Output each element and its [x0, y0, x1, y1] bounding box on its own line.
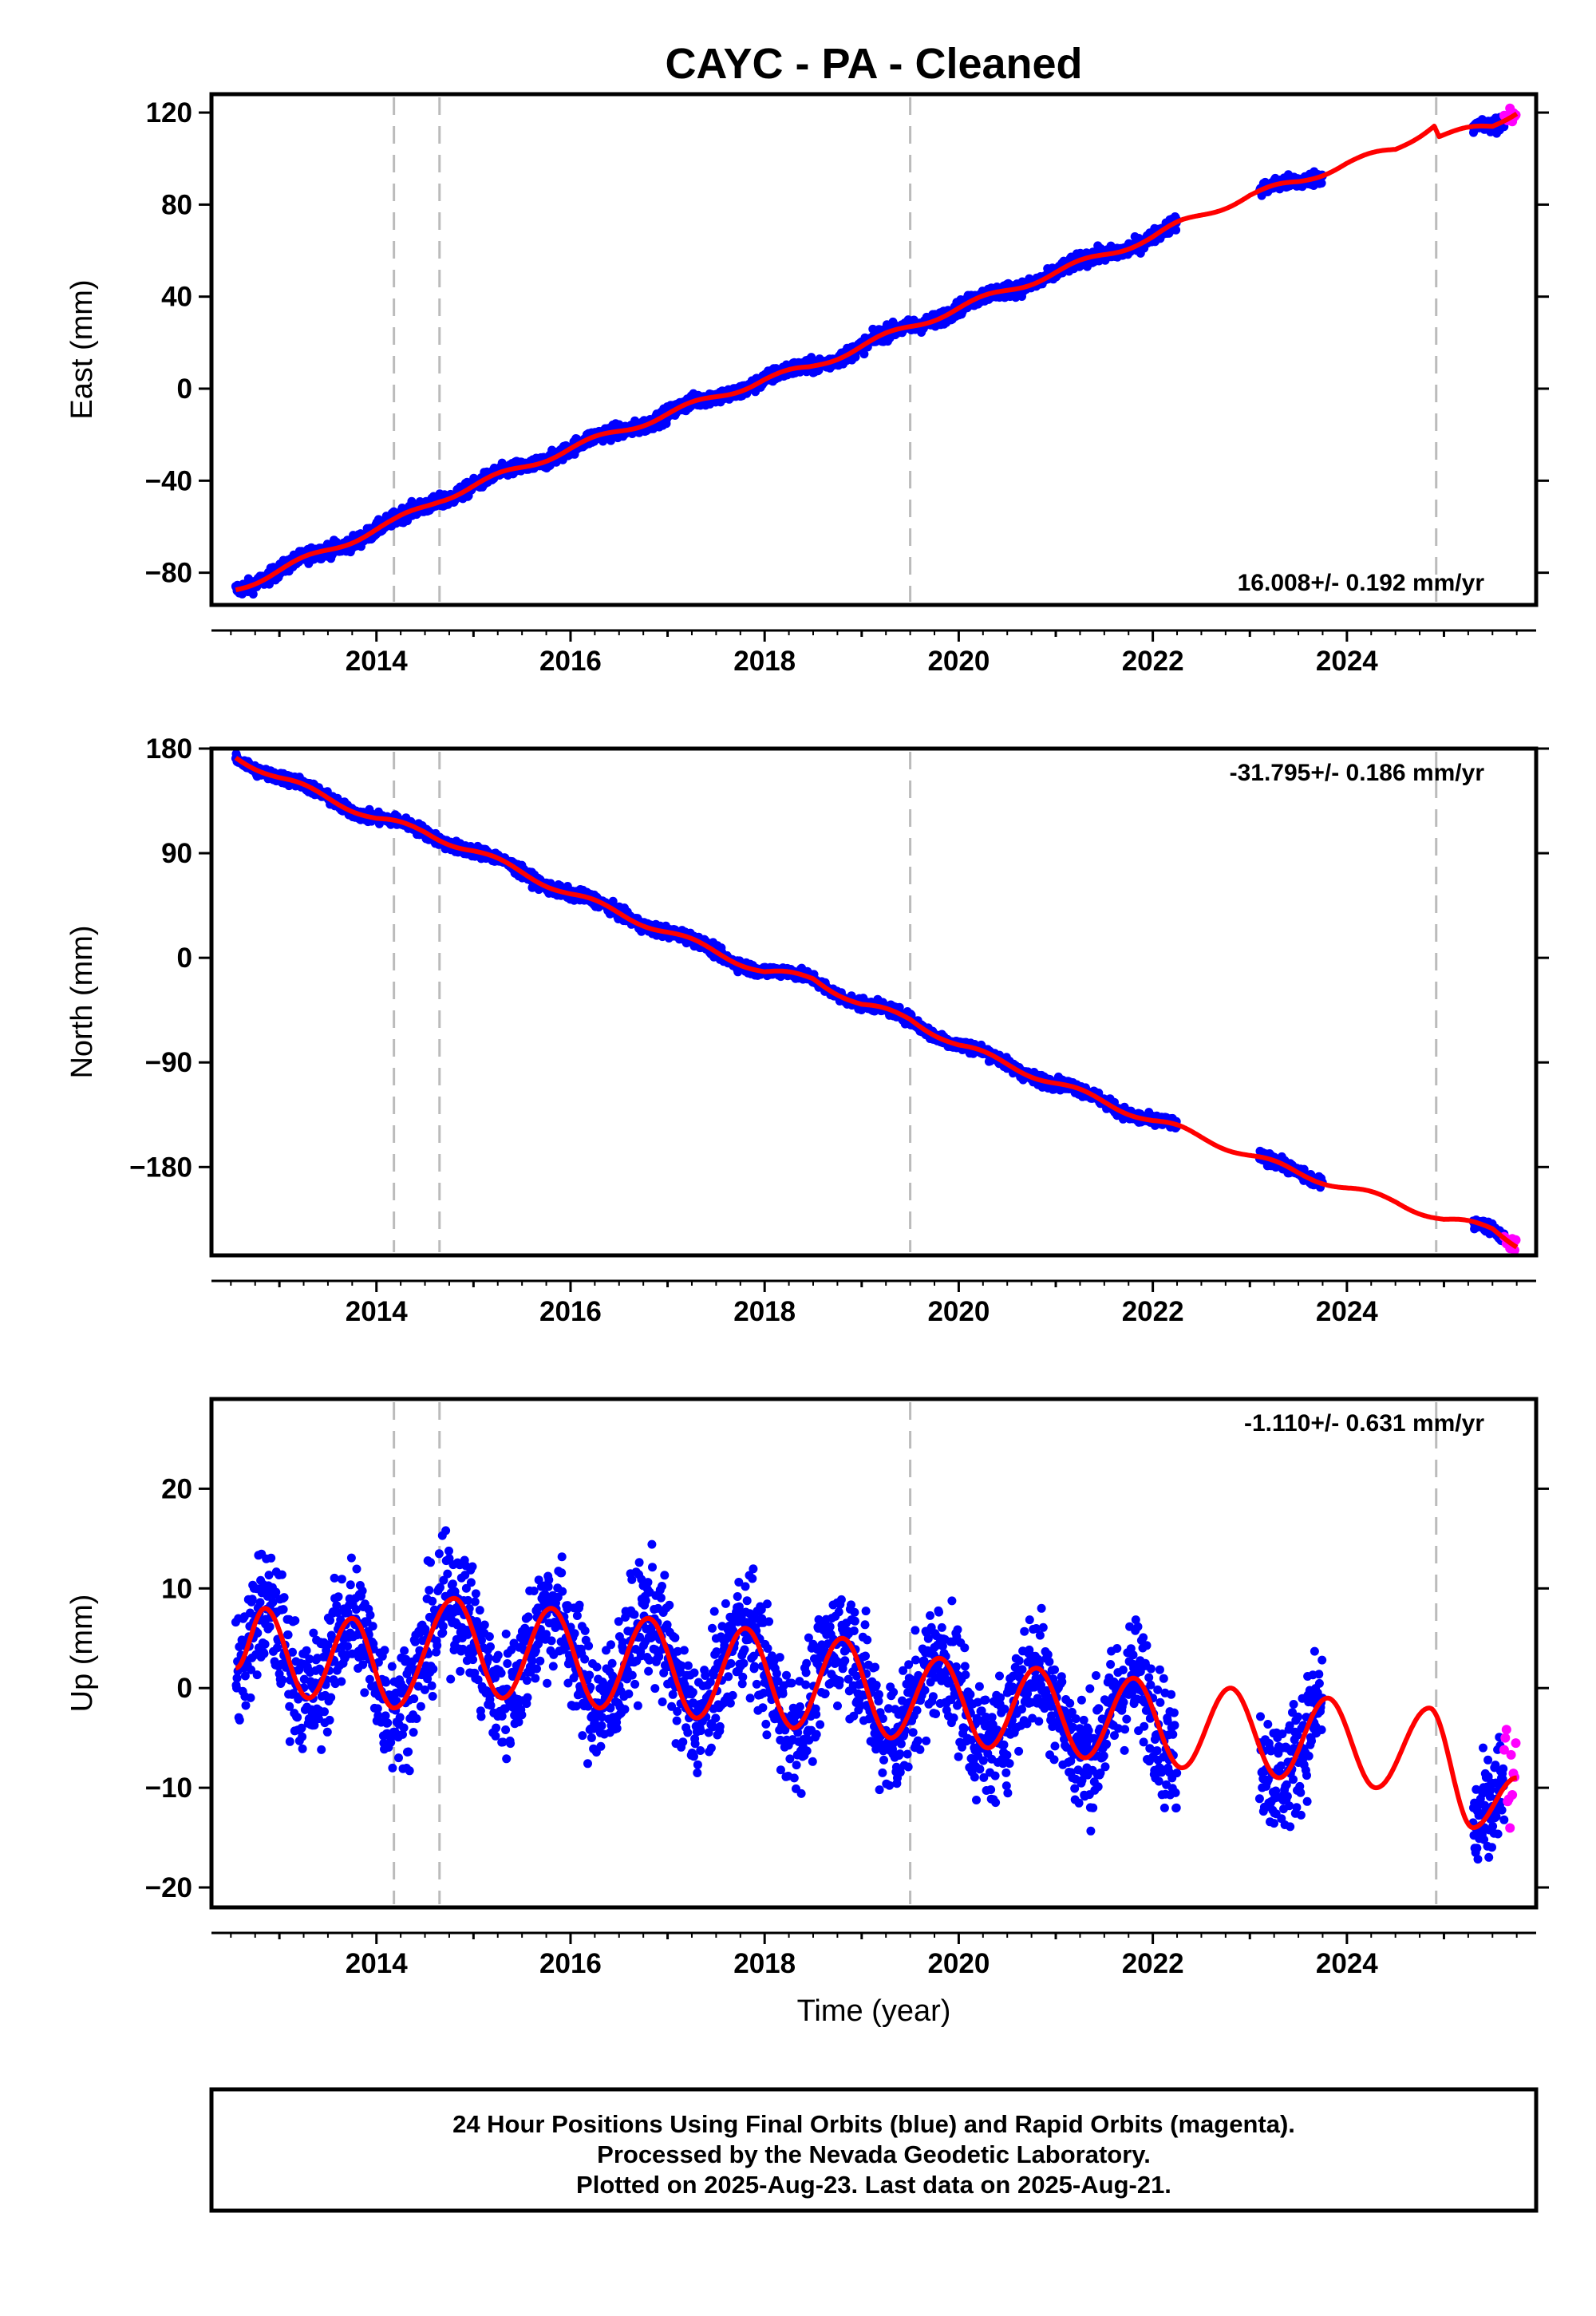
- data-point: [235, 1715, 244, 1725]
- velocity-annotation: -31.795+/- 0.186 mm/yr: [1230, 760, 1485, 786]
- north-panel: 2014 2016 2018 2020 2022 2024 −180 −90 0 90 180 Nor…: [65, 733, 1549, 1327]
- y-tick-label: −80: [145, 558, 192, 589]
- x-tick-label: 2016: [539, 646, 602, 677]
- y-axis-label: East (mm): [65, 279, 99, 419]
- series-final-orbits: [231, 749, 1509, 1246]
- y-tick-label: 0: [177, 943, 192, 974]
- x-tick-label: 2024: [1316, 1296, 1378, 1327]
- y-tick-label: 120: [146, 97, 192, 128]
- x-tick-label: 2022: [1122, 646, 1184, 677]
- x-tick-label: 2014: [346, 646, 408, 677]
- y-tick-label: −40: [145, 465, 192, 496]
- x-tick-label: 2020: [927, 1296, 990, 1327]
- x-tick-label: 2018: [733, 646, 796, 677]
- y-tick-label: 90: [161, 838, 192, 869]
- x-tick-label: 2014: [346, 1296, 408, 1327]
- y-tick-label: 40: [161, 282, 192, 313]
- x-tick-label: 2020: [927, 646, 990, 677]
- y-tick-label: 0: [177, 373, 192, 405]
- x-tick-label: 2018: [733, 1296, 796, 1327]
- data-point: [246, 1693, 255, 1702]
- east-panel: 2014 2016 2018 2020 2022 2024 −80 −40 0 40 80 120 Ea…: [65, 92, 1549, 677]
- data-point: [247, 1595, 257, 1604]
- x-tick-label: 2024: [1316, 646, 1378, 677]
- y-tick-label: −90: [145, 1047, 192, 1078]
- series-final-orbits: [231, 113, 1509, 599]
- data-point: [248, 590, 258, 599]
- y-tick-label: −180: [129, 1152, 192, 1183]
- x-tick-label: 2022: [1122, 1296, 1184, 1327]
- y-tick-label: 180: [146, 733, 192, 765]
- y-tick-label: 80: [161, 189, 192, 220]
- data-point: [241, 1701, 251, 1710]
- y-axis-label: North (mm): [65, 925, 99, 1078]
- velocity-annotation: 16.008+/- 0.192 mm/yr: [1238, 570, 1485, 596]
- chart-title: CAYC - PA - Cleaned: [665, 40, 1082, 88]
- x-tick-label: 2016: [539, 1296, 602, 1327]
